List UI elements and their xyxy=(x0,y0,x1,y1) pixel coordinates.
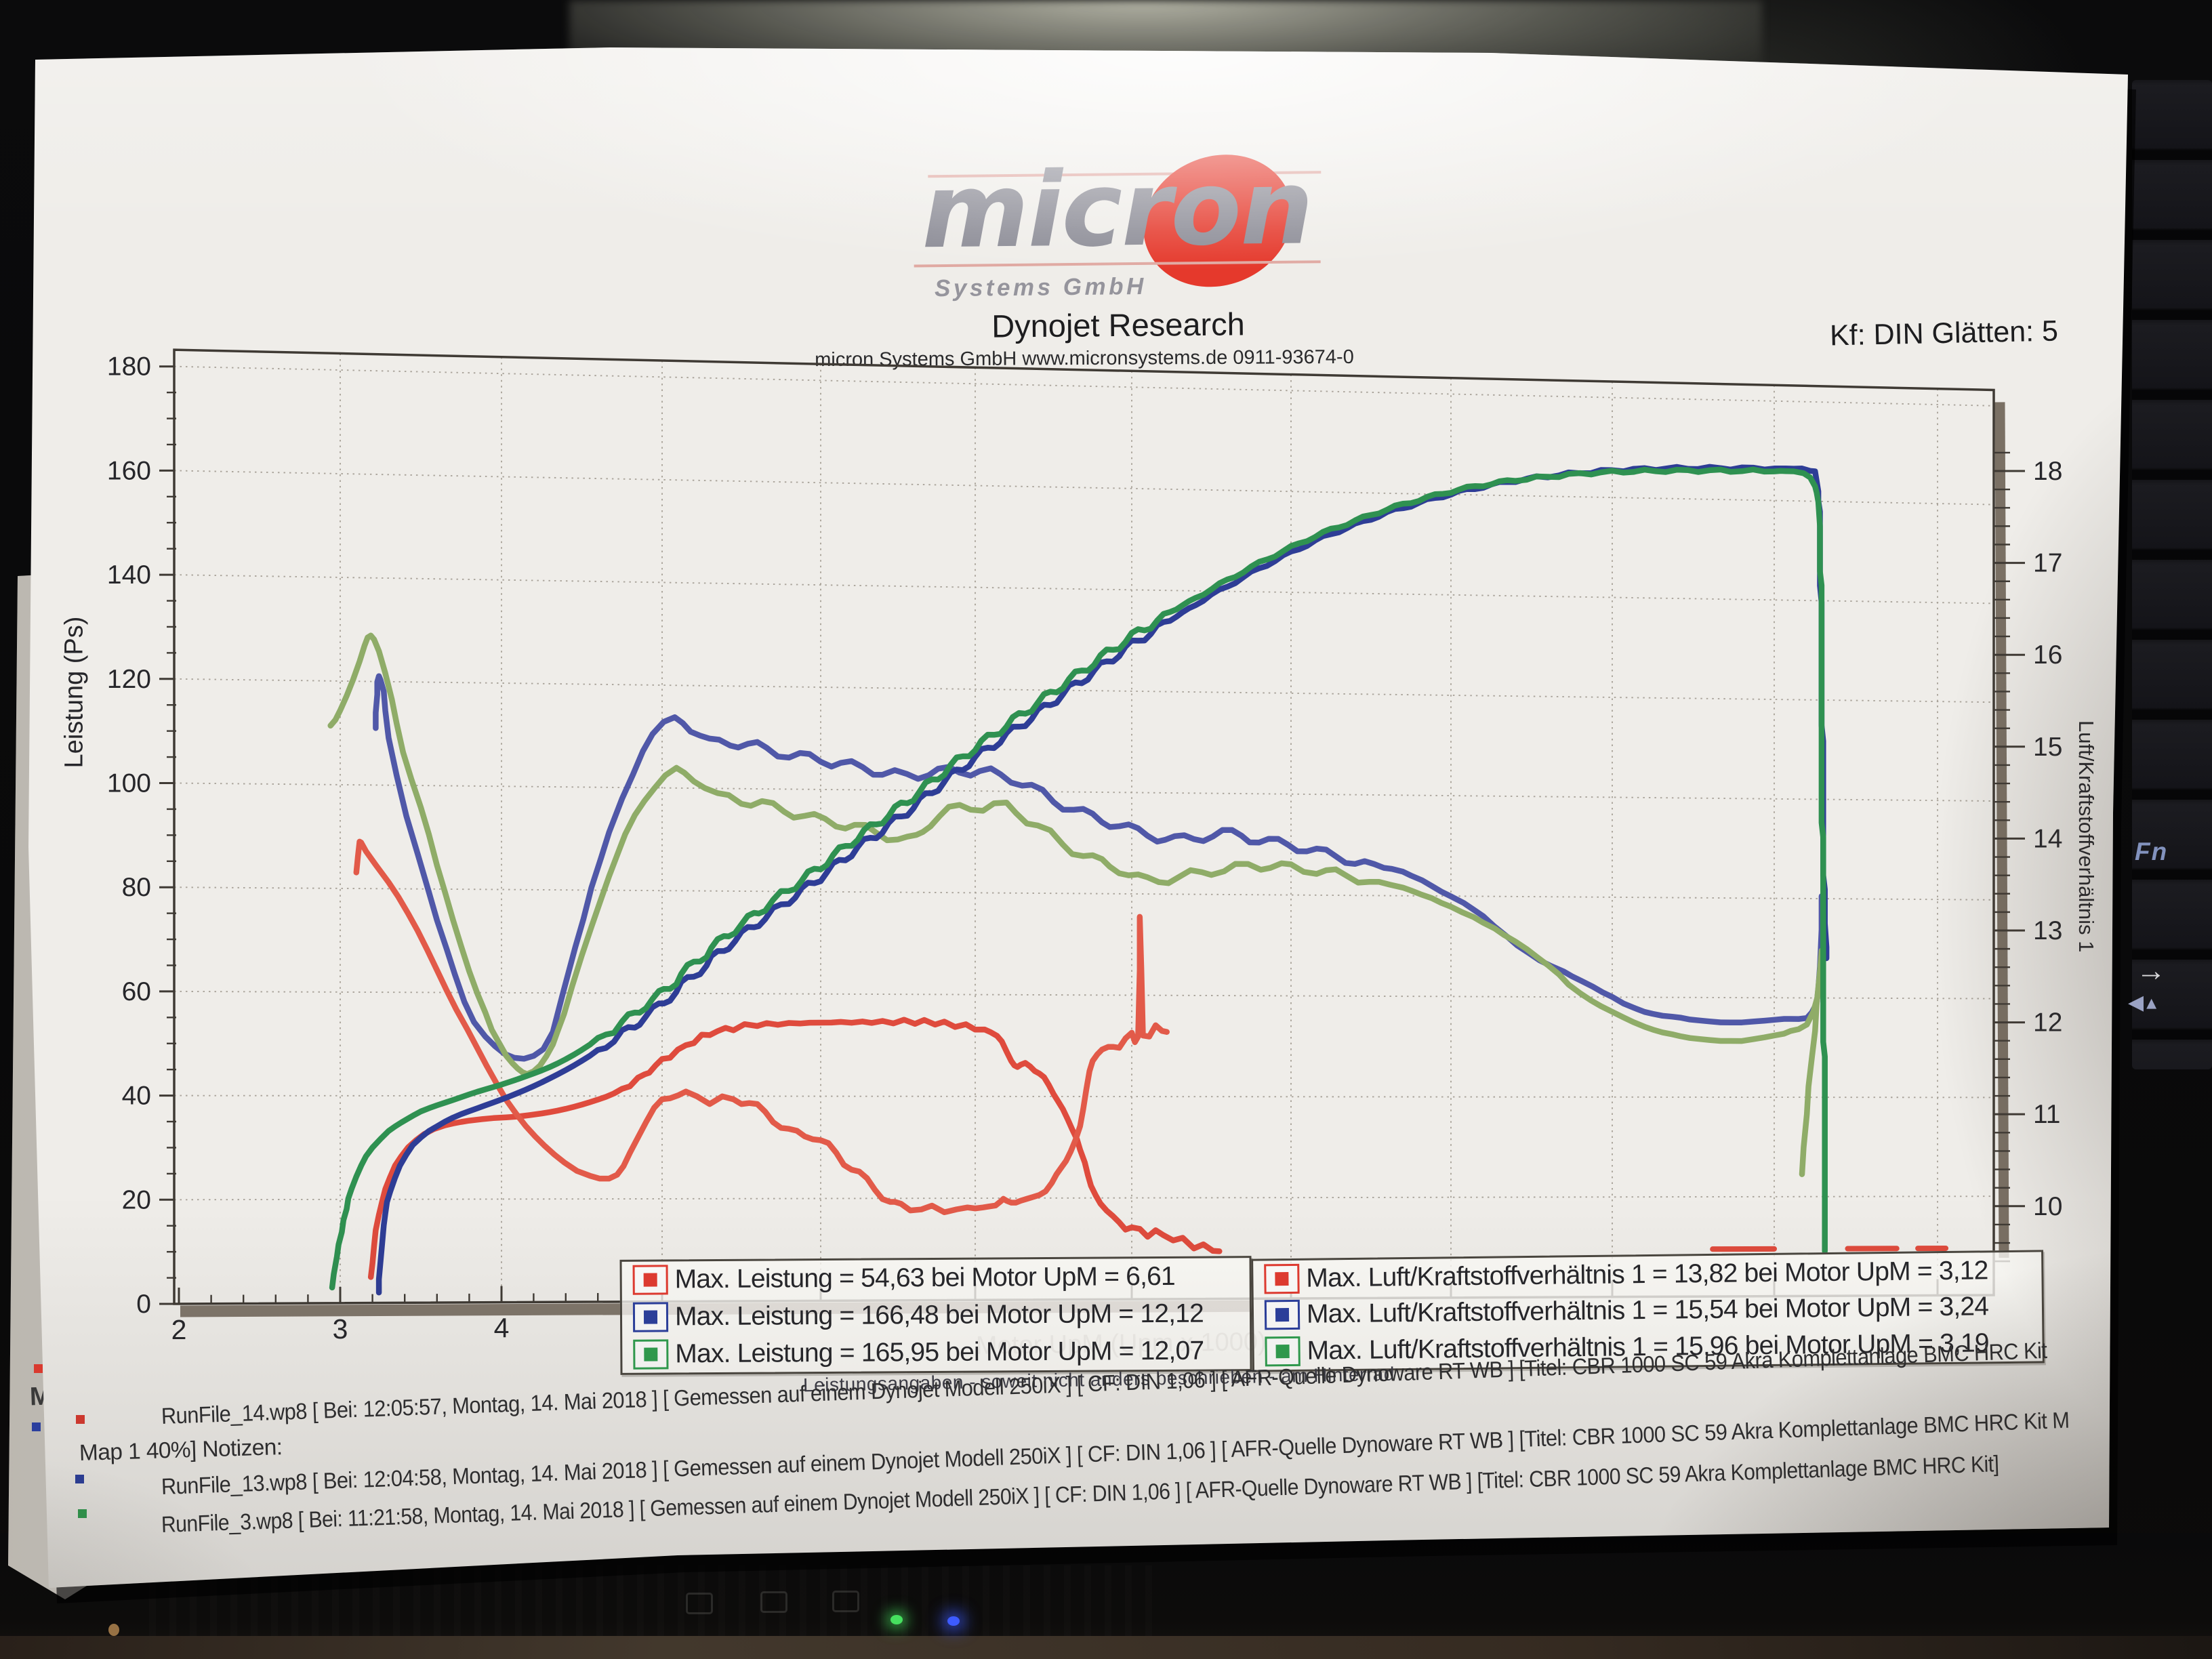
runfile-marker-green xyxy=(78,1509,87,1518)
svg-text:160: 160 xyxy=(107,456,151,485)
legend-power-row-3: Max. Leistung = 165,95 bei Motor UpM = 1… xyxy=(622,1332,1250,1372)
curve-green_afr xyxy=(327,632,1825,1177)
svg-text:80: 80 xyxy=(122,873,151,902)
svg-text:4: 4 xyxy=(494,1313,510,1344)
legend-afr-text-2: Max. Luft/Kraftstoffverhältnis 1 = 15,54… xyxy=(1306,1292,1989,1330)
svg-text:12: 12 xyxy=(2033,1008,2062,1038)
legend-afr-marker-3 xyxy=(1265,1336,1300,1367)
faint-indicator-icon xyxy=(832,1591,859,1612)
faint-indicator-icon xyxy=(686,1593,713,1614)
legend-afr-marker-1 xyxy=(1264,1263,1300,1294)
desk-dot xyxy=(108,1624,119,1636)
undersheet-blue-marker xyxy=(32,1422,41,1431)
arrow-key-icon: → xyxy=(2136,954,2166,987)
legend-power-text-1: Max. Leistung = 54,63 bei Motor UpM = 6,… xyxy=(674,1262,1175,1294)
runfile-marker-red xyxy=(76,1415,85,1424)
legend-afr-marker-2 xyxy=(1264,1300,1300,1330)
svg-text:140: 140 xyxy=(107,560,151,590)
svg-text:2: 2 xyxy=(171,1314,187,1345)
axis-tick-labels: 0 20 40 60 80 100 120 140 160 180 10 11 12 13 14 15 16 17… xyxy=(107,352,2062,1345)
svg-text:15: 15 xyxy=(2033,733,2062,762)
laptop-key-column xyxy=(2132,80,2212,1069)
axis-ticks xyxy=(159,365,2025,1305)
svg-text:20: 20 xyxy=(122,1185,151,1214)
svg-text:11: 11 xyxy=(2033,1100,2061,1129)
volume-key-icon: ◀▴ xyxy=(2128,991,2160,1014)
fn-key: Fn xyxy=(2135,838,2169,865)
legend-afr-text-1: Max. Luft/Kraftstoffverhältnis 1 = 13,82… xyxy=(1306,1256,1988,1293)
svg-text:3: 3 xyxy=(333,1313,348,1345)
svg-text:100: 100 xyxy=(107,769,151,798)
legend-power-marker-3 xyxy=(633,1338,669,1370)
svg-text:0: 0 xyxy=(136,1290,151,1319)
dyno-curves xyxy=(327,464,1949,1296)
legend-power-row-2: Max. Leistung = 166,48 bei Motor UpM = 1… xyxy=(622,1295,1250,1336)
legend-power-box: Max. Leistung = 54,63 bei Motor UpM = 6,… xyxy=(619,1256,1252,1375)
svg-text:17: 17 xyxy=(2033,549,2062,578)
legend-power-text-2: Max. Leistung = 166,48 bei Motor UpM = 1… xyxy=(674,1298,1204,1332)
svg-text:180: 180 xyxy=(107,352,151,382)
curve-green_power xyxy=(329,466,1828,1291)
power-led-green xyxy=(890,1615,903,1624)
curve-blue_afr xyxy=(373,673,1825,1062)
svg-text:13: 13 xyxy=(2033,916,2062,945)
faint-indicator-icon xyxy=(760,1591,787,1613)
svg-text:10: 10 xyxy=(2033,1192,2062,1221)
svg-text:14: 14 xyxy=(2033,824,2062,853)
legend-power-marker-1 xyxy=(632,1265,668,1296)
legend-power-marker-2 xyxy=(632,1302,669,1332)
svg-text:60: 60 xyxy=(122,977,151,1006)
status-led-blue xyxy=(947,1616,960,1626)
legend-power-row-1: Max. Leistung = 54,63 bei Motor UpM = 6,… xyxy=(622,1258,1250,1298)
undersheet-red-marker xyxy=(34,1364,43,1373)
desk-wood-strip xyxy=(0,1636,2212,1659)
legend-power-text-3: Max. Leistung = 165,95 bei Motor UpM = 1… xyxy=(675,1336,1204,1368)
runfile-marker-blue xyxy=(75,1475,84,1483)
svg-text:18: 18 xyxy=(2033,457,2062,486)
svg-text:16: 16 xyxy=(2033,640,2062,670)
svg-text:40: 40 xyxy=(122,1082,151,1111)
svg-text:120: 120 xyxy=(107,665,151,694)
